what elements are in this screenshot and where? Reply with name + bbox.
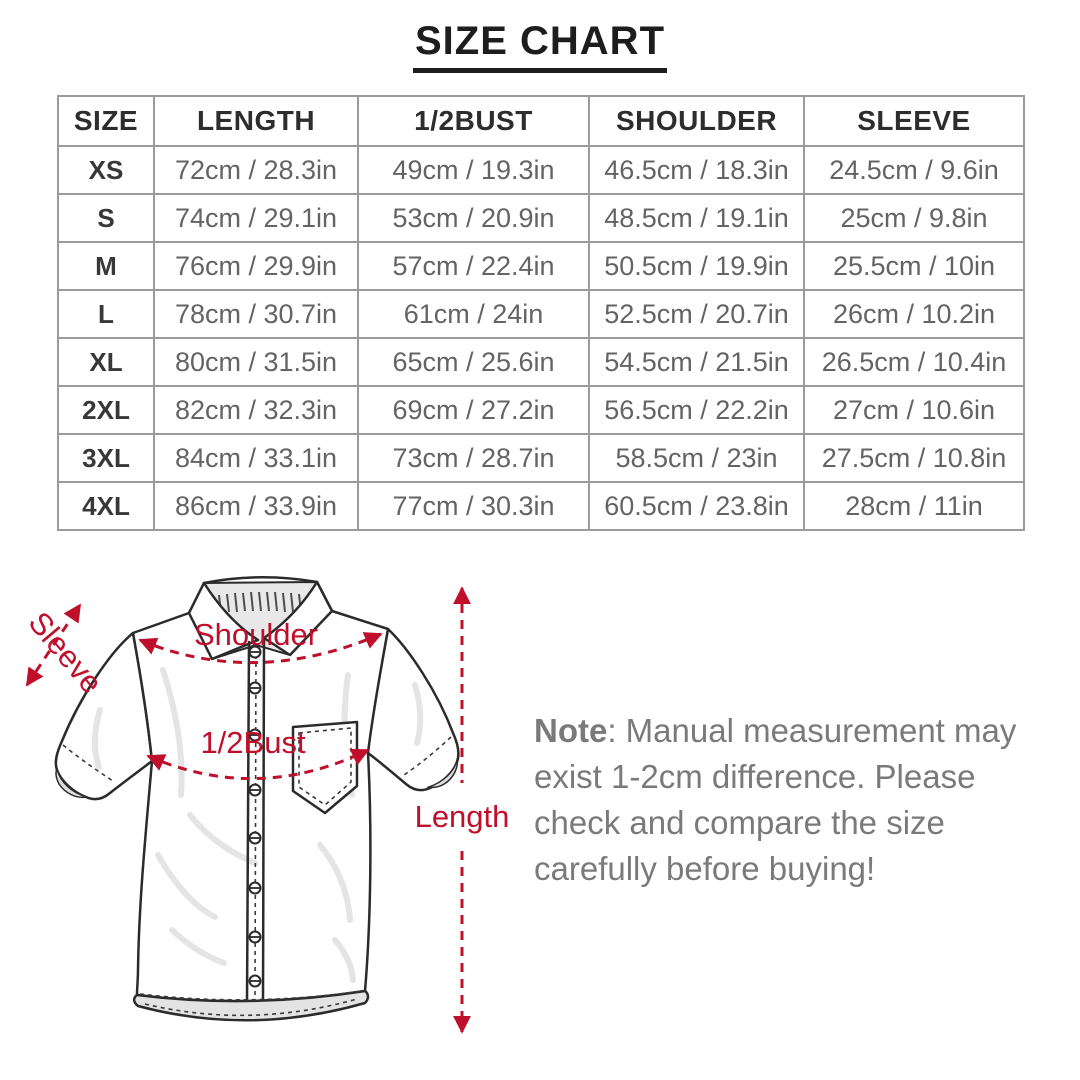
shoulder-cell: 52.5cm / 20.7in [588, 289, 805, 339]
table-row: S 74cm / 29.1in 53cm / 20.9in 48.5cm / 1… [57, 193, 1025, 243]
size-cell: XL [57, 337, 155, 387]
note-line: carefully before buying! [534, 850, 876, 887]
shoulder-cell: 60.5cm / 23.8in [588, 481, 805, 531]
note-line: check and compare the size [534, 804, 945, 841]
bust-cell: 61cm / 24in [357, 289, 590, 339]
length-cell: 84cm / 33.1in [153, 433, 359, 483]
table-row: 4XL 86cm / 33.9in 77cm / 30.3in 60.5cm /… [57, 481, 1025, 531]
length-cell: 80cm / 31.5in [153, 337, 359, 387]
column-header-size: SIZE [57, 95, 155, 147]
size-cell: 3XL [57, 433, 155, 483]
length-cell: 76cm / 29.9in [153, 241, 359, 291]
table-row: XL 80cm / 31.5in 65cm / 25.6in 54.5cm / … [57, 337, 1025, 387]
length-cell: 86cm / 33.9in [153, 481, 359, 531]
length-cell: 82cm / 32.3in [153, 385, 359, 435]
size-cell: XS [57, 145, 155, 195]
note-line: : Manual measurement may [607, 712, 1017, 749]
length-cell: 74cm / 29.1in [153, 193, 359, 243]
sleeve-cell: 27.5cm / 10.8in [803, 433, 1025, 483]
bust-cell: 49cm / 19.3in [357, 145, 590, 195]
shoulder-cell: 54.5cm / 21.5in [588, 337, 805, 387]
column-header-sleeve: SLEEVE [803, 95, 1025, 147]
sleeve-cell: 26cm / 10.2in [803, 289, 1025, 339]
column-header-bust: 1/2BUST [357, 95, 590, 147]
shirt-hem [132, 989, 370, 1022]
size-cell: M [57, 241, 155, 291]
column-header-shoulder: SHOULDER [588, 95, 805, 147]
note-line: exist 1-2cm difference. Please [534, 758, 976, 795]
shoulder-cell: 56.5cm / 22.2in [588, 385, 805, 435]
bust-measure-arrow [146, 748, 370, 780]
bust-cell: 53cm / 20.9in [357, 193, 590, 243]
table-row: 2XL 82cm / 32.3in 69cm / 27.2in 56.5cm /… [57, 385, 1025, 435]
sleeve-cell: 25cm / 9.8in [803, 193, 1025, 243]
column-header-length: LENGTH [153, 95, 359, 147]
sleeve-measure-label: Sleeve [22, 605, 110, 700]
size-chart-table: SIZE LENGTH 1/2BUST SHOULDER SLEEVE XS 7… [57, 95, 1025, 531]
table-row: M 76cm / 29.9in 57cm / 22.4in 50.5cm / 1… [57, 241, 1025, 291]
bust-cell: 65cm / 25.6in [357, 337, 590, 387]
shoulder-measure-label: Shoulder [194, 617, 318, 652]
table-header-row: SIZE LENGTH 1/2BUST SHOULDER SLEEVE [57, 95, 1025, 147]
length-measure-label: Length [415, 799, 510, 834]
shoulder-cell: 48.5cm / 19.1in [588, 193, 805, 243]
sleeve-cell: 25.5cm / 10in [803, 241, 1025, 291]
sleeve-cell: 24.5cm / 9.6in [803, 145, 1025, 195]
bust-cell: 69cm / 27.2in [357, 385, 590, 435]
table-row: L 78cm / 30.7in 61cm / 24in 52.5cm / 20.… [57, 289, 1025, 339]
shoulder-cell: 58.5cm / 23in [588, 433, 805, 483]
bust-cell: 57cm / 22.4in [357, 241, 590, 291]
length-cell: 78cm / 30.7in [153, 289, 359, 339]
shoulder-cell: 46.5cm / 18.3in [588, 145, 805, 195]
header: SIZE CHART [0, 0, 1080, 73]
page-title: SIZE CHART [413, 21, 667, 73]
note-text: Note: Manual measurement may exist 1-2cm… [534, 708, 1020, 892]
size-cell: 4XL [57, 481, 155, 531]
note-label: Note [534, 712, 608, 749]
sleeve-cell: 27cm / 10.6in [803, 385, 1025, 435]
length-cell: 72cm / 28.3in [153, 145, 359, 195]
sleeve-cell: 28cm / 11in [803, 481, 1025, 531]
sleeve-cell: 26.5cm / 10.4in [803, 337, 1025, 387]
shirt-placket [245, 638, 266, 1003]
shoulder-cell: 50.5cm / 19.9in [588, 241, 805, 291]
shoulder-measure-arrow [138, 632, 383, 664]
size-cell: 2XL [57, 385, 155, 435]
size-cell: L [57, 289, 155, 339]
shirt-sleeve-right [366, 627, 460, 792]
bust-measure-label: 1/2Bust [200, 725, 306, 760]
table-row: 3XL 84cm / 33.1in 73cm / 28.7in 58.5cm /… [57, 433, 1025, 483]
table-row: XS 72cm / 28.3in 49cm / 19.3in 46.5cm / … [57, 145, 1025, 195]
bust-cell: 73cm / 28.7in [357, 433, 590, 483]
shirt-measurement-diagram: Sleeve Shoulder 1/2Bust Length [22, 575, 510, 1034]
shirt-buttons [248, 645, 262, 988]
size-cell: S [57, 193, 155, 243]
bust-cell: 77cm / 30.3in [357, 481, 590, 531]
